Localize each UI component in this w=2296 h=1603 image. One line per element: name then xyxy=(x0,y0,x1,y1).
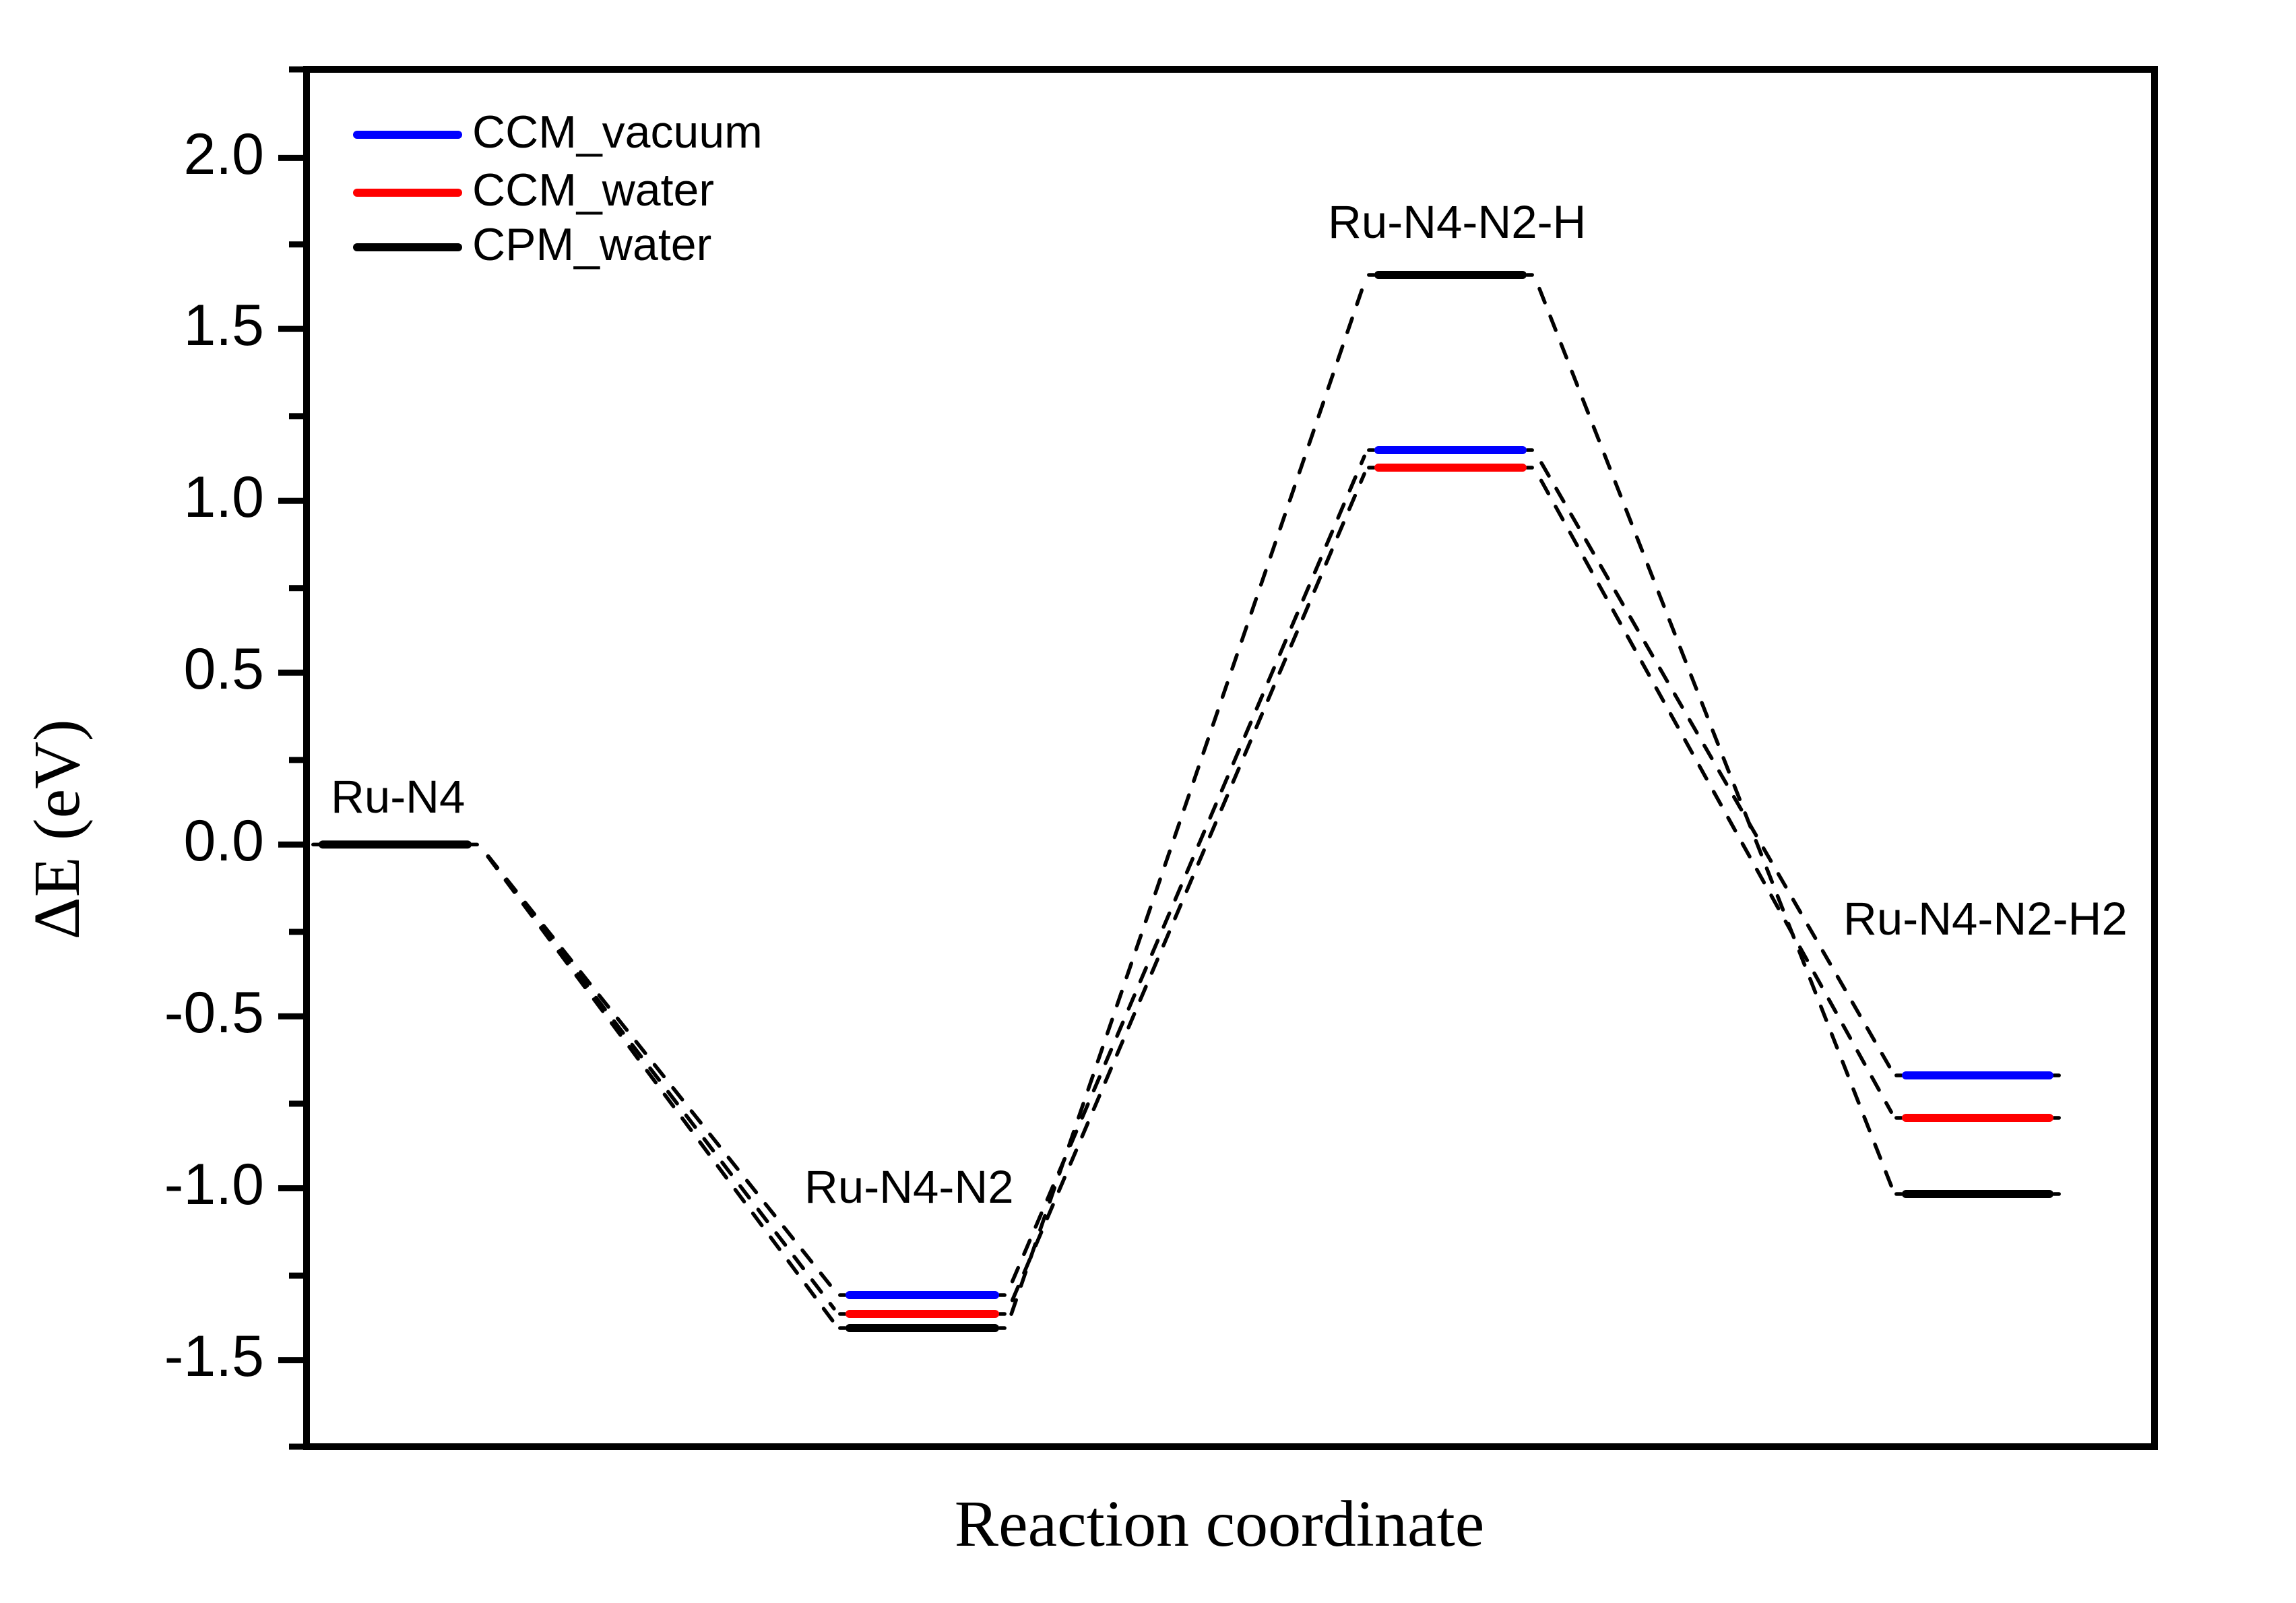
svg-text:0.5: 0.5 xyxy=(183,637,264,701)
svg-text:CPM_water: CPM_water xyxy=(472,219,711,270)
svg-text:0.0: 0.0 xyxy=(183,809,264,873)
svg-text:1.0: 1.0 xyxy=(183,465,264,530)
svg-text:CCM_water: CCM_water xyxy=(472,164,714,216)
svg-text:-1.5: -1.5 xyxy=(164,1324,264,1389)
svg-text:Ru-N4-N2-H: Ru-N4-N2-H xyxy=(1328,196,1586,248)
svg-text:Ru-N4-N2-H2: Ru-N4-N2-H2 xyxy=(1843,893,2128,945)
svg-text:Ru-N4: Ru-N4 xyxy=(331,771,465,823)
svg-text:ΔE (eV): ΔE (eV) xyxy=(21,720,94,940)
svg-text:-1.0: -1.0 xyxy=(164,1152,264,1217)
svg-text:CCM_vacuum: CCM_vacuum xyxy=(472,106,763,158)
svg-text:2.0: 2.0 xyxy=(183,122,264,187)
svg-text:Reaction coordinate: Reaction coordinate xyxy=(955,1488,1484,1561)
svg-text:1.5: 1.5 xyxy=(183,293,264,358)
svg-text:-0.5: -0.5 xyxy=(164,980,264,1045)
svg-text:Ru-N4-N2: Ru-N4-N2 xyxy=(804,1161,1014,1213)
